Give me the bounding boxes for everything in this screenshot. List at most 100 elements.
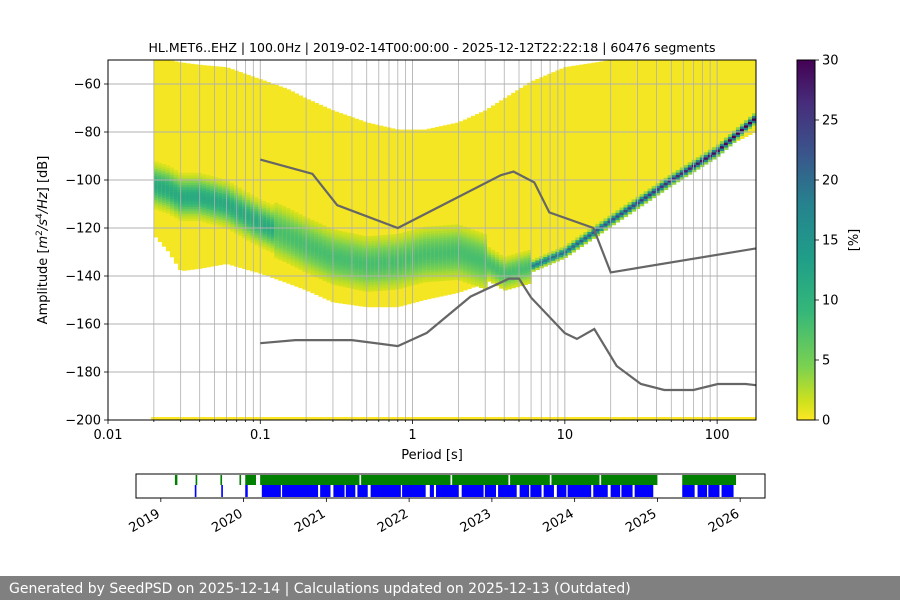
psd-density-cell xyxy=(434,254,440,258)
psd-density-cell xyxy=(390,239,396,242)
psd-density-cell xyxy=(519,254,524,258)
y-tick-label: −180 xyxy=(65,366,101,381)
psd-density-cell xyxy=(559,254,564,258)
psd-column-range xyxy=(675,60,681,176)
psd-density-cell xyxy=(157,208,163,212)
psd-density-cell xyxy=(454,260,460,264)
psd-density-cell xyxy=(715,149,721,153)
psd-density-cell xyxy=(398,238,404,241)
psd-column-range xyxy=(326,108,332,301)
psd-density-cell xyxy=(290,260,295,264)
psd-density-cell xyxy=(306,254,312,257)
psd-density-cell xyxy=(310,224,316,228)
psd-density-cell xyxy=(402,248,408,252)
psd-density-cell xyxy=(418,271,424,274)
psd-column-range xyxy=(402,129,408,306)
psd-density-cell xyxy=(623,214,629,218)
psd-density-cell xyxy=(378,256,384,260)
timeline-gap xyxy=(344,485,346,497)
psd-density-cell xyxy=(450,229,456,233)
psd-density-cell xyxy=(173,172,179,176)
psd-density-cell xyxy=(286,261,291,264)
psd-density-cell xyxy=(671,182,677,185)
psd-density-cell xyxy=(414,255,420,259)
psd-density-cell xyxy=(226,192,231,196)
psd-density-cell xyxy=(294,245,299,249)
psd-density-cell xyxy=(354,239,360,242)
psd-density-cell xyxy=(450,236,456,240)
psd-density-cell xyxy=(222,196,227,199)
psd-density-cell xyxy=(177,172,183,176)
psd-density-cell xyxy=(366,281,372,285)
psd-density-cell xyxy=(378,254,384,258)
psd-density-cell xyxy=(434,259,440,263)
psd-column-range xyxy=(603,60,609,225)
psd-column xyxy=(719,60,725,154)
psd-density-cell xyxy=(378,249,384,253)
psd-density-cell xyxy=(286,222,291,226)
psd-density-cell xyxy=(491,278,496,282)
psd-density-cell xyxy=(302,218,307,222)
psd-density-cell xyxy=(487,261,492,265)
psd-column xyxy=(250,76,255,272)
psd-density-cell xyxy=(711,156,717,160)
psd-density-cell xyxy=(274,248,279,252)
psd-column xyxy=(322,106,328,299)
psd-density-cell xyxy=(314,272,320,275)
psd-column-range xyxy=(242,73,247,270)
timeline-gap xyxy=(483,485,485,497)
psd-column xyxy=(647,60,653,201)
psd-column-range xyxy=(667,60,673,182)
psd-density-cell xyxy=(479,254,484,257)
psd-density-cell xyxy=(751,113,756,117)
psd-density-cell xyxy=(202,181,207,184)
psd-density-cell xyxy=(334,258,340,262)
psd-density-cell xyxy=(446,237,452,240)
psd-density-cell xyxy=(282,249,287,253)
psd-density-cell xyxy=(458,239,464,243)
psd-density-cell xyxy=(202,197,207,201)
psd-density-cell xyxy=(226,224,231,227)
psd-density-cell xyxy=(519,259,524,263)
psd-density-cell xyxy=(193,189,199,193)
psd-column xyxy=(531,80,536,272)
psd-density-cell xyxy=(338,238,344,241)
psd-density-cell xyxy=(454,270,460,273)
psd-density-cell xyxy=(402,246,408,250)
psd-density-cell xyxy=(563,248,568,251)
psd-density-cell xyxy=(450,267,456,271)
psd-density-cell xyxy=(350,266,356,270)
psd-density-cell xyxy=(414,238,420,242)
psd-density-cell xyxy=(491,271,496,275)
psd-density-cell xyxy=(242,216,247,220)
psd-density-cell xyxy=(189,180,195,183)
psd-density-cell xyxy=(639,193,645,197)
psd-density-cell xyxy=(422,245,428,249)
psd-density-cell xyxy=(418,237,424,241)
psd-density-cell xyxy=(442,258,448,262)
psd-density-cell xyxy=(515,253,520,257)
psd-density-cell xyxy=(370,255,376,258)
psd-density-cell xyxy=(302,225,307,229)
psd-density-cell xyxy=(210,200,215,203)
psd-density-cell xyxy=(210,207,215,211)
psd-density-cell xyxy=(458,278,464,281)
psd-column-range xyxy=(495,102,500,279)
psd-density-cell xyxy=(639,203,645,207)
psd-density-cell xyxy=(414,264,420,268)
psd-density-cell xyxy=(189,192,195,195)
psd-density-cell xyxy=(362,235,368,239)
psd-density-cell xyxy=(290,253,295,257)
psd-density-cell xyxy=(177,193,183,197)
psd-column xyxy=(735,60,741,141)
psd-density-cell xyxy=(382,283,388,286)
psd-density-cell xyxy=(374,278,380,282)
psd-density-cell xyxy=(519,273,524,277)
psd-density-cell xyxy=(398,264,404,268)
psd-density-cell xyxy=(254,240,259,243)
psd-density-cell xyxy=(675,172,681,176)
psd-density-cell xyxy=(663,180,669,183)
psd-density-cell xyxy=(454,241,460,245)
psd-density-cell xyxy=(274,207,279,211)
psd-density-cell xyxy=(479,237,484,240)
